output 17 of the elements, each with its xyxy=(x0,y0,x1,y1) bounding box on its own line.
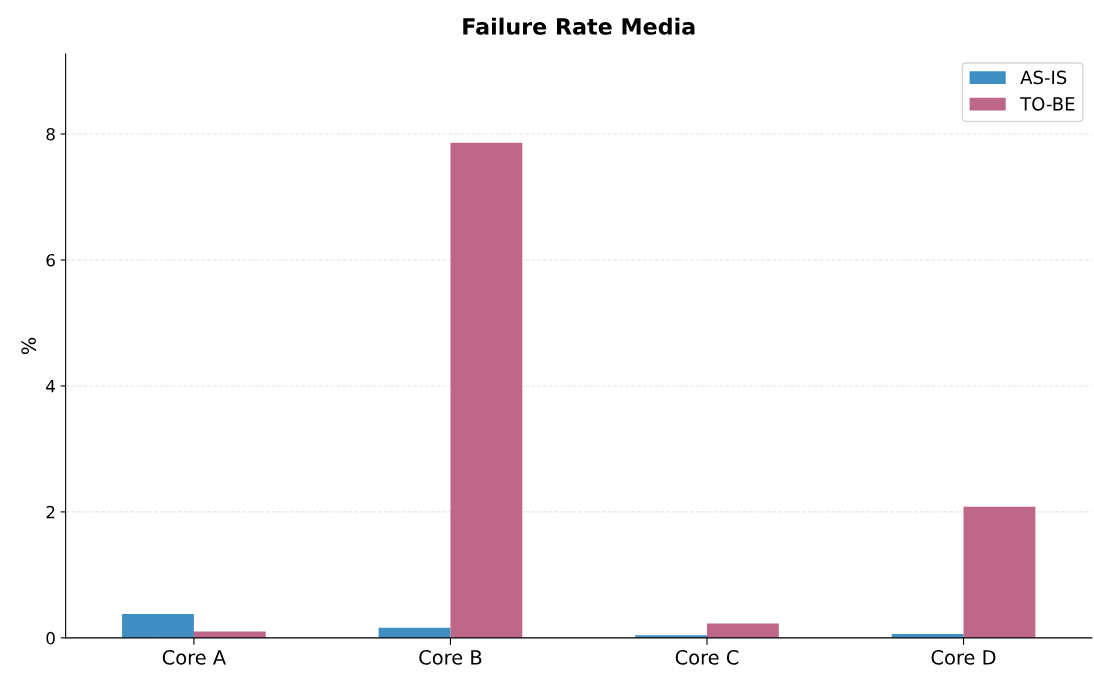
y-axis-title: % xyxy=(21,337,36,355)
y-tick-label: 4 xyxy=(46,380,55,393)
y-tick-label: 2 xyxy=(46,505,55,519)
bar xyxy=(450,142,523,638)
y-tick-label: 8 xyxy=(46,127,55,141)
bar xyxy=(963,506,1036,638)
x-tick-label: Core D xyxy=(931,650,996,665)
x-tick-label: Core A xyxy=(162,650,226,665)
x-tick-label: Core B xyxy=(419,650,482,665)
y-tick-label: 0 xyxy=(46,631,55,645)
chart-title: Failure Rate Media xyxy=(463,17,695,35)
legend-label: TO-BE xyxy=(1020,97,1075,111)
legend-label: AS-IS xyxy=(1020,70,1067,85)
bar xyxy=(122,613,194,638)
x-tick-label: Core C xyxy=(675,650,739,665)
bar xyxy=(707,623,779,638)
y-tick-label: 6 xyxy=(46,253,55,267)
